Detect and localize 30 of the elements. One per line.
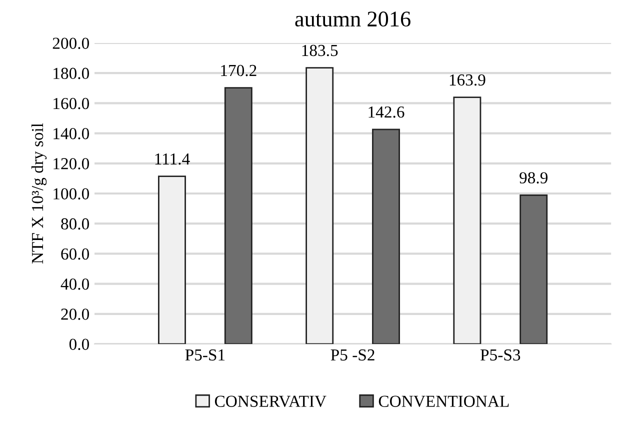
legend-label: CONVENTIONAL <box>378 396 509 408</box>
y-tick-label: 100.0 <box>54 188 90 200</box>
y-tick-label: 200.0 <box>52 38 90 50</box>
x-tick-label: P5-S1 <box>185 349 225 361</box>
x-tick-label: P5 -S2 <box>330 349 374 361</box>
y-tick-label: 160.0 <box>54 98 90 110</box>
y-tick-label: 20.0 <box>61 308 90 320</box>
y-axis-title: NTF X 10³/g dry soil <box>31 123 47 264</box>
data-label: 183.5 <box>302 44 338 56</box>
y-tick-label: 40.0 <box>60 278 90 290</box>
legend-label: CONSERVATIV <box>214 396 326 408</box>
y-tick-label: 60.0 <box>61 248 90 260</box>
bar <box>158 176 186 344</box>
bar <box>306 67 334 344</box>
bar <box>520 194 548 344</box>
data-label: 170.2 <box>221 64 256 76</box>
data-label: 98.9 <box>520 172 548 184</box>
data-label: 142.6 <box>368 106 404 118</box>
bar <box>372 128 400 344</box>
y-tick-label: 80.0 <box>61 218 90 230</box>
data-label: 163.9 <box>450 74 486 86</box>
y-tick-label: 120.0 <box>54 158 90 170</box>
bar <box>224 87 252 344</box>
x-tick-label: P5-S3 <box>480 349 520 361</box>
y-tick-label: 0.0 <box>69 338 90 350</box>
y-tick-label: 180.0 <box>54 68 90 80</box>
data-label: 111.4 <box>155 153 190 165</box>
chart-title: autumn 2016 <box>295 12 410 27</box>
y-tick-label: 140.0 <box>54 128 90 140</box>
bar <box>453 96 482 344</box>
